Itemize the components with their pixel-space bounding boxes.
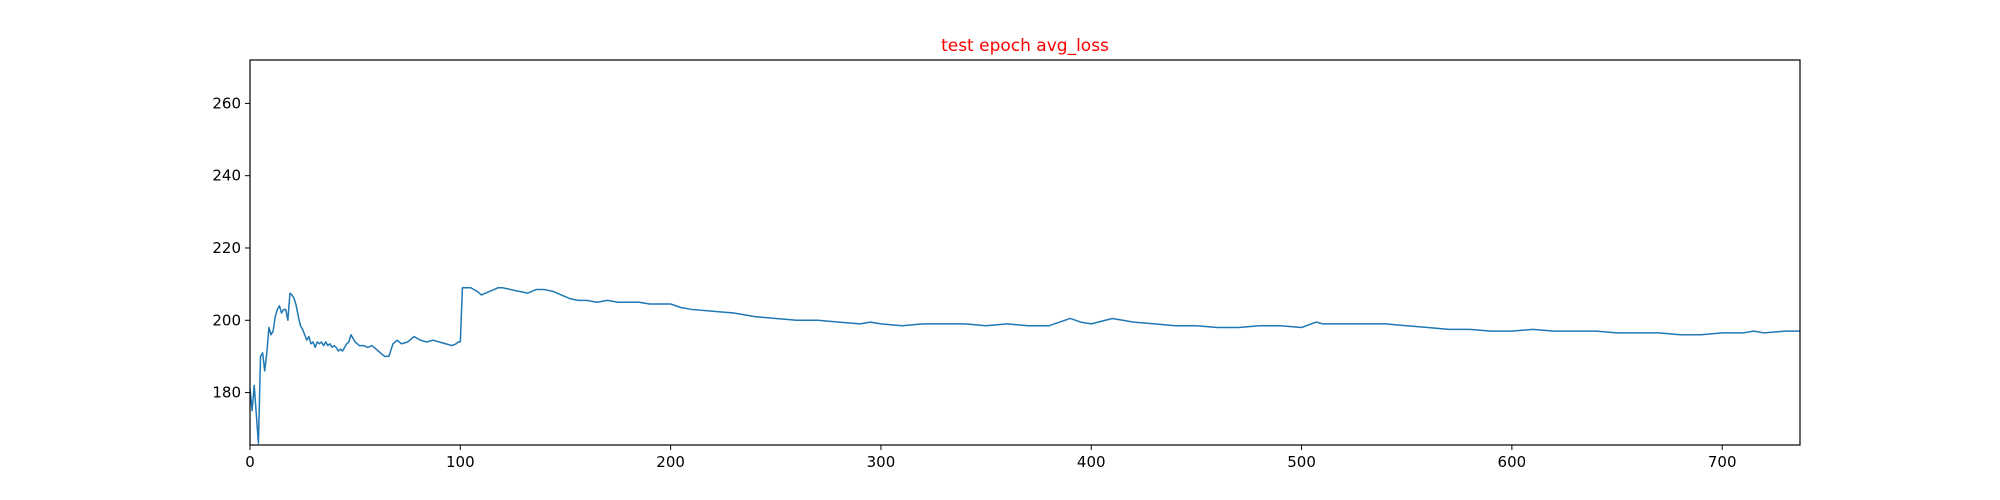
- y-tick-label: 260: [212, 94, 241, 112]
- x-tick-label: 600: [1498, 453, 1527, 471]
- y-tick-label: 220: [212, 239, 241, 257]
- x-tick-label: 200: [656, 453, 685, 471]
- x-tick-label: 400: [1077, 453, 1106, 471]
- x-tick-label: 700: [1708, 453, 1737, 471]
- x-axis: 0 100 200 300 400 500 600 700: [245, 445, 1737, 471]
- y-tick-label: 200: [212, 311, 241, 329]
- y-tick-label: 240: [212, 167, 241, 185]
- y-axis: 180 200 220 240 260: [212, 94, 250, 402]
- plot-area: [249, 59, 1801, 446]
- y-tick-label: 180: [212, 384, 241, 402]
- chart-title: test epoch avg_loss: [941, 36, 1109, 56]
- x-tick-label: 500: [1287, 453, 1316, 471]
- series-line-0: [250, 287, 1800, 444]
- x-tick-label: 0: [245, 453, 255, 471]
- x-tick-label: 100: [446, 453, 475, 471]
- x-tick-label: 300: [867, 453, 896, 471]
- plot-frame: [249, 59, 1801, 446]
